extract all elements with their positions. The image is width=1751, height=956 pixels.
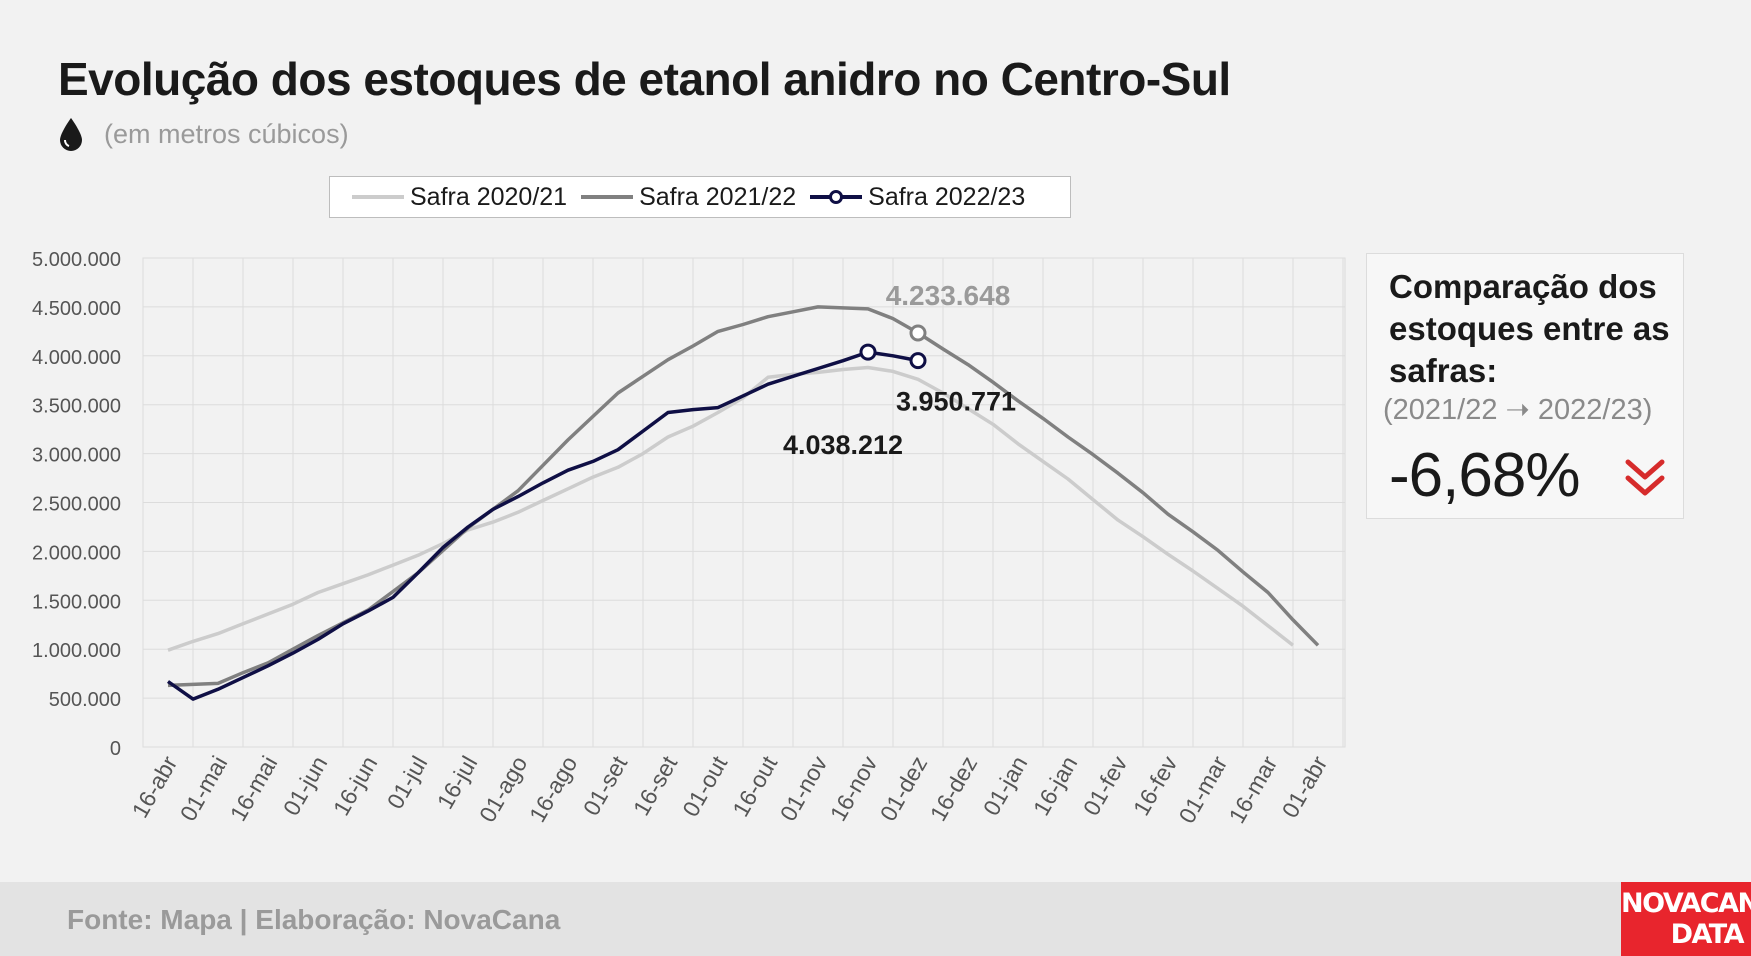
x-tick-label: 16-jul xyxy=(432,752,483,814)
y-axis-ticks: 0 500.000 1.000.000 1.500.000 2.000.000 2.500… xyxy=(32,249,121,760)
data-point-marker xyxy=(909,324,927,342)
y-tick-label: 3.500.000 xyxy=(32,396,121,418)
series-line-2022-23 xyxy=(166,350,919,701)
chart-grid xyxy=(142,257,1346,748)
drop-icon xyxy=(60,118,82,151)
x-tick-label: 16-fev xyxy=(1128,751,1183,820)
x-tick-label: 01-dez xyxy=(875,752,933,826)
x-tick-label: 01-mar xyxy=(1173,751,1232,827)
legend-label-2022: Safra 2022/23 xyxy=(868,182,1026,211)
y-tick-label: 2.000.000 xyxy=(32,542,121,564)
x-tick-label: 16-jun xyxy=(328,752,382,820)
x-tick-label: 16-dez xyxy=(925,752,983,826)
x-tick-label: 01-out xyxy=(677,751,732,821)
chart-series xyxy=(166,305,1320,701)
y-tick-label: 1.000.000 xyxy=(32,640,121,662)
chart-title: Evolução dos estoques de etanol anidro n… xyxy=(58,53,1231,105)
x-tick-label: 16-mai xyxy=(225,752,283,826)
series-line-2020-21 xyxy=(167,365,1295,652)
legend-item-2022: Safra 2022/23 xyxy=(808,183,1025,212)
legend-swatch-2020 xyxy=(352,195,404,199)
logo-line-1: NOVACANA xyxy=(1621,888,1751,919)
chart-subtitle: (em metros cúbicos) xyxy=(104,118,349,149)
x-tick-label: 01-jul xyxy=(382,752,433,814)
y-tick-label: 4.000.000 xyxy=(32,347,121,369)
y-tick-label: 0 xyxy=(110,738,121,760)
subtitle-row: (em metros cúbicos) xyxy=(58,116,349,152)
y-tick-label: 3.000.000 xyxy=(32,445,121,467)
data-label: 4.038.212 xyxy=(783,430,903,460)
x-tick-label: 01-jun xyxy=(278,752,332,820)
x-tick-label: 16-jan xyxy=(1028,752,1082,820)
comparison-title: Comparação dos estoques entre as safras: xyxy=(1389,268,1670,389)
y-tick-label: 1.500.000 xyxy=(32,591,121,613)
x-tick-label: 01-nov xyxy=(775,751,833,825)
x-tick-label: 16-ago xyxy=(524,752,582,827)
x-tick-label: 01-jan xyxy=(978,752,1032,820)
x-tick-label: 16-out xyxy=(727,751,782,821)
legend-swatch-2021 xyxy=(581,195,634,199)
x-tick-label: 16-set xyxy=(628,751,683,820)
footer: Fonte: Mapa | Elaboração: NovaCana xyxy=(0,882,1751,956)
x-tick-label: 01-fev xyxy=(1078,751,1133,820)
comparison-period: (2021/22 ➝ 2022/23) xyxy=(1383,394,1653,426)
x-tick-label: 16-nov xyxy=(825,751,883,825)
x-tick-label: 16-mar xyxy=(1223,751,1282,827)
legend-label-2020: Safra 2020/21 xyxy=(410,182,568,211)
chevron-double-down-icon xyxy=(1625,459,1665,496)
chart-legend: Safra 2020/21 Safra 2021/22 Safra 2022/2… xyxy=(329,176,1071,218)
legend-item-2020: Safra 2020/21 xyxy=(350,183,567,212)
y-tick-label: 2.500.000 xyxy=(32,494,121,516)
data-label: 4.233.648 xyxy=(886,280,1011,311)
source-note: Fonte: Mapa | Elaboração: NovaCana xyxy=(67,904,561,935)
novacana-logo: NOVACANA DATA xyxy=(1621,882,1751,956)
x-tick-label: 01-set xyxy=(578,751,633,820)
x-tick-label: 01-abr xyxy=(1277,751,1333,822)
legend-item-2021: Safra 2021/22 xyxy=(579,183,796,212)
data-point-marker xyxy=(859,343,877,361)
chart-annotations: 4.233.648 3.950.771 4.038.212 xyxy=(783,280,1016,460)
y-tick-label: 5.000.000 xyxy=(32,249,121,271)
comparison-value: -6,68% xyxy=(1389,441,1580,510)
logo-line-2: DATA xyxy=(1670,919,1745,950)
comparison-card: Comparação dos estoques entre as safras:… xyxy=(1366,253,1684,519)
x-tick-label: 01-mai xyxy=(175,752,233,826)
x-tick-label: 01-ago xyxy=(474,752,532,827)
legend-label-2021: Safra 2021/22 xyxy=(639,182,797,211)
data-label: 3.950.771 xyxy=(896,387,1016,417)
y-tick-label: 4.500.000 xyxy=(32,298,121,320)
line-chart: 0 500.000 1.000.000 1.500.000 2.000.000 2.500… xyxy=(32,249,1346,828)
y-tick-label: 500.000 xyxy=(49,689,121,711)
data-point-marker xyxy=(909,352,927,370)
legend-swatch-2022 xyxy=(810,190,863,204)
